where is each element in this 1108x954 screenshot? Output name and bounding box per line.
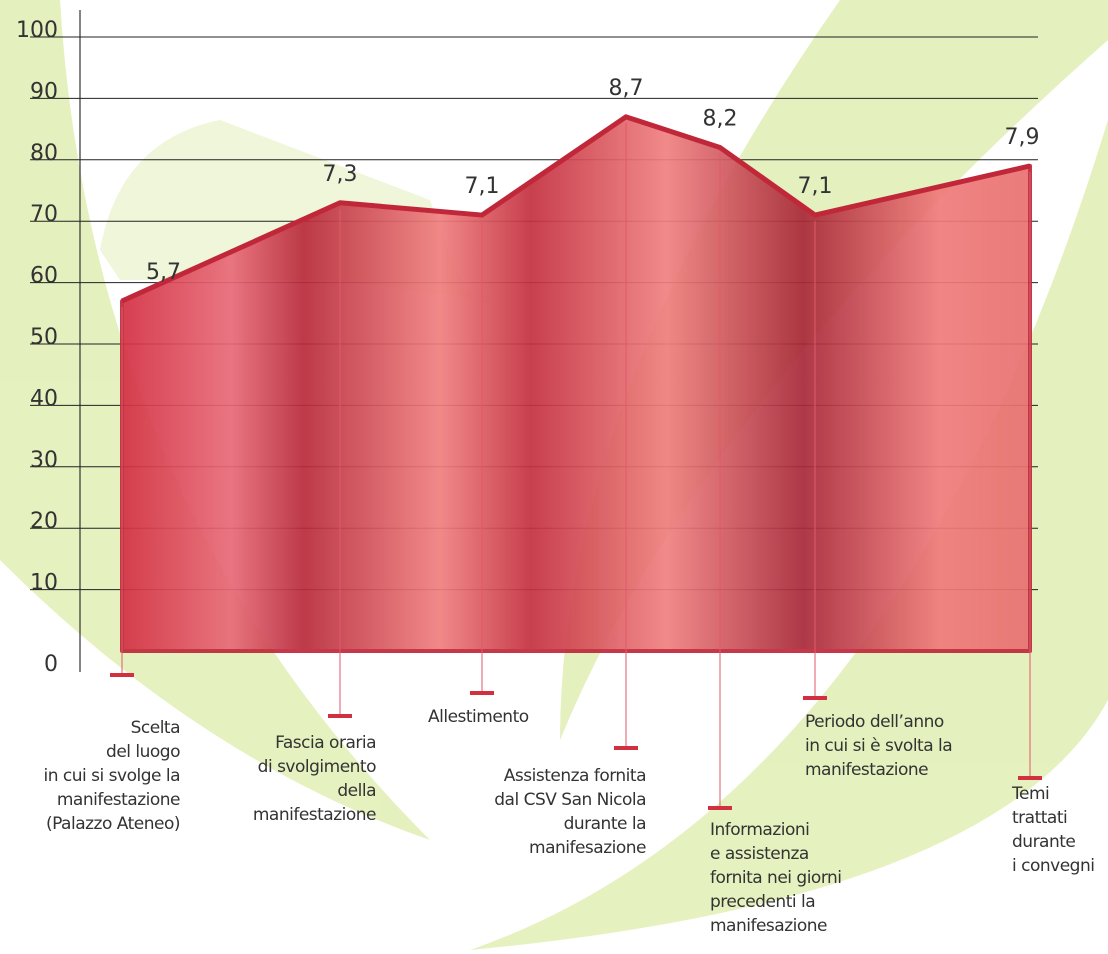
- y-tick-label: 30: [30, 448, 58, 473]
- y-tick-label: 70: [30, 202, 58, 227]
- value-label: 7,1: [798, 174, 833, 199]
- x-tick-label: Informazioni e assistenza fornita nei gi…: [710, 820, 842, 936]
- label-marker: [803, 696, 827, 700]
- x-tick-label: Fascia oraria di svolgimento della manif…: [252, 733, 377, 825]
- label-marker: [328, 714, 352, 718]
- y-tick-label: 10: [30, 571, 58, 596]
- label-marker: [470, 691, 494, 695]
- value-label: 8,2: [703, 107, 738, 132]
- y-tick-label: 0: [44, 652, 58, 677]
- x-tick-label: Temi trattati durante i convegni: [1012, 784, 1095, 876]
- area-line: [120, 114, 1031, 304]
- x-tick-label: Scelta del luogo in cui si svolge la man…: [43, 718, 181, 834]
- y-tick-label: 40: [30, 386, 58, 411]
- value-label: 5,7: [146, 260, 181, 285]
- y-tick-label: 90: [30, 79, 58, 104]
- label-marker: [708, 806, 732, 810]
- label-marker: [614, 746, 638, 750]
- label-marker: [1018, 776, 1042, 780]
- y-tick-label: 80: [30, 141, 58, 166]
- y-tick-label: 60: [30, 264, 58, 289]
- x-tick-label: Periodo dell’anno in cui si è svolta la …: [805, 712, 953, 780]
- y-tick-label: 100: [16, 18, 58, 43]
- y-tick-label: 20: [30, 509, 58, 534]
- value-label: 7,3: [323, 162, 358, 187]
- label-marker: [110, 673, 134, 677]
- value-label: 7,1: [465, 174, 500, 199]
- value-label: 8,7: [609, 76, 644, 101]
- value-label: 7,9: [1005, 125, 1040, 150]
- y-tick-label: 50: [30, 325, 58, 350]
- x-tick-label: Assistenza fornita dal CSV San Nicola du…: [494, 766, 646, 858]
- x-tick-label: Allestimento: [428, 707, 529, 727]
